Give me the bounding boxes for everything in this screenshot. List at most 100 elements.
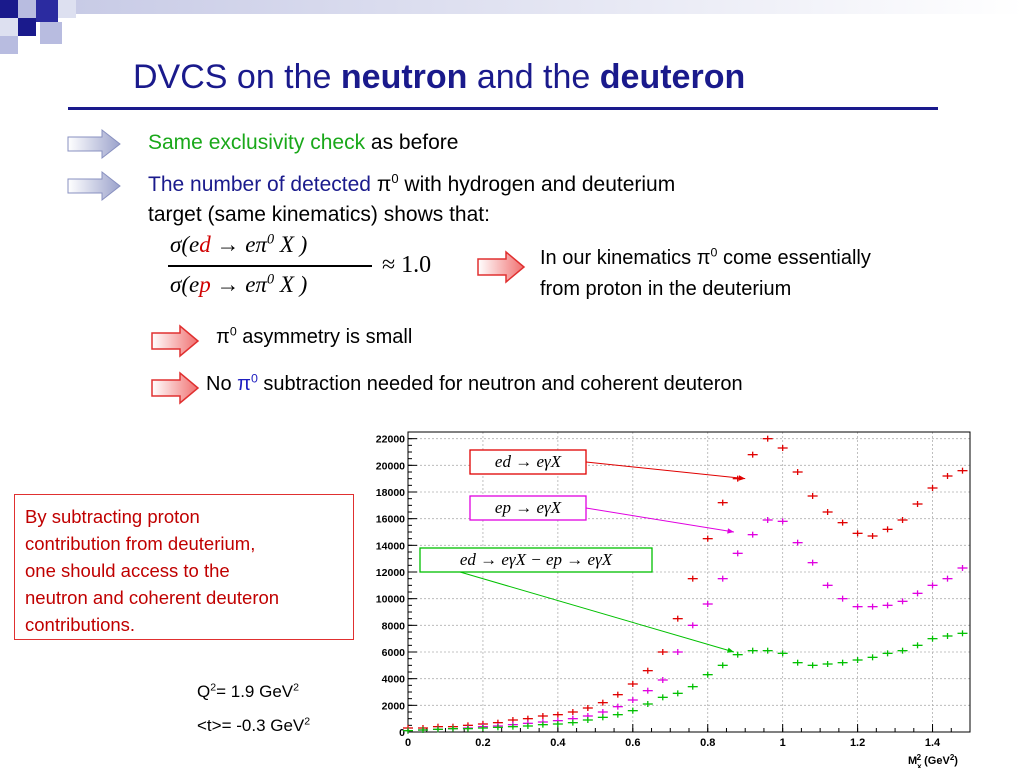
plot-annotations: ed → eγX ep → eγX ed → eγX − ep → eγX — [419, 449, 746, 653]
deco-square-1 — [0, 0, 18, 18]
x-tick-label: 1.2 — [850, 737, 865, 749]
y-tick-label: 12000 — [376, 567, 405, 579]
y-tick-label: 16000 — [376, 514, 405, 526]
data-point — [537, 713, 548, 719]
data-point — [717, 575, 728, 582]
data-point — [822, 582, 833, 589]
deco-bar — [76, 0, 1024, 14]
x-tick-label: 0 — [405, 737, 411, 749]
annotation-box — [419, 547, 653, 573]
data-point — [897, 598, 908, 605]
y-tick-label: 4000 — [382, 674, 406, 686]
data-point — [717, 662, 728, 669]
data-point — [672, 649, 683, 655]
mx2-plot: 0 0.2 0.4 0.6 0.8 1 1.2 1.4 0 2000 4000 6000 8000 100… — [358, 428, 988, 768]
annotation-pointer — [585, 507, 735, 533]
slide-title: DVCS on the neutron and the deuteron — [133, 58, 746, 96]
data-point — [927, 582, 938, 589]
formula-numerator: σ(ed → eπ0 X ) — [170, 231, 308, 257]
q2-value: Q2= 1.9 GeV2 — [197, 681, 299, 701]
data-point — [792, 659, 803, 666]
x-tick-label: 0.4 — [550, 737, 566, 749]
annotation-label: ed → eγX − ep → eγX — [460, 550, 613, 569]
y-tick-label: 2000 — [382, 700, 406, 712]
data-point — [567, 719, 578, 726]
data-point — [627, 707, 638, 714]
y-tick-label: 0 — [399, 727, 405, 739]
data-point — [942, 473, 953, 479]
title-underline — [68, 107, 938, 110]
y-tick-label: 8000 — [382, 620, 406, 632]
data-point — [897, 647, 908, 654]
data-point — [687, 683, 698, 690]
data-point — [957, 630, 968, 637]
data-point — [627, 681, 638, 687]
bullet-detected-pi0-line2: target (same kinematics) shows that: — [148, 203, 490, 226]
data-point — [687, 575, 698, 582]
data-point — [762, 647, 773, 654]
y-tick-label: 14000 — [376, 540, 405, 552]
y-tick-label: 20000 — [376, 460, 405, 472]
data-point — [807, 662, 818, 669]
y-tick-label: 6000 — [382, 647, 406, 659]
callout-line: By subtracting proton — [25, 506, 200, 527]
data-point — [792, 539, 803, 546]
data-point — [912, 590, 923, 597]
series-2 — [403, 630, 968, 734]
deco-square-2 — [18, 0, 36, 18]
y-tick-label: 18000 — [376, 487, 405, 499]
arrow-bullet-icon — [67, 128, 121, 160]
data-point — [537, 721, 548, 728]
data-point — [657, 649, 668, 655]
data-point — [852, 603, 863, 610]
annotation-label: ed → eγX — [495, 452, 562, 471]
data-point — [403, 727, 413, 734]
data-point — [597, 714, 608, 721]
data-point — [642, 701, 653, 707]
data-point — [447, 725, 458, 732]
mx2-plot-svg: 0 0.2 0.4 0.6 0.8 1 1.2 1.4 0 2000 4000 6000 8000 100… — [376, 431, 971, 768]
data-point — [477, 725, 488, 731]
data-point — [627, 697, 638, 703]
data-point — [807, 493, 818, 499]
data-point — [522, 723, 533, 729]
result-text-line1: In our kinematics π0 come essentially — [540, 245, 871, 269]
x-axis-label: Mx2 (GeV2) — [908, 753, 958, 768]
result-text-line2: from proton in the deuterium — [540, 278, 792, 300]
formula-approx: ≈ 1.0 — [382, 252, 432, 278]
data-point — [732, 651, 743, 658]
callout-line: neutron and coherent deuteron — [25, 587, 280, 608]
data-point — [957, 467, 968, 474]
data-point — [462, 725, 473, 732]
data-point — [882, 526, 893, 533]
data-point — [777, 650, 788, 657]
red-arrow-icon — [151, 324, 200, 358]
annotation-arrowhead — [727, 647, 734, 653]
data-point — [612, 703, 623, 710]
data-point — [582, 717, 593, 723]
data-point — [762, 517, 773, 523]
plot-ticks: 0 0.2 0.4 0.6 0.8 1 1.2 1.4 0 2000 4000 6000 8000 100… — [376, 431, 971, 749]
callout-line: one should access to the — [25, 560, 230, 581]
annotation-arrowhead — [727, 528, 734, 534]
annotation-pointer — [459, 571, 735, 653]
data-point — [642, 667, 653, 674]
ratio-formula: σ(ed → eπ0 X ) σ(ep → eπ0 X ) ≈ 1.0 — [160, 232, 460, 302]
data-point — [867, 533, 878, 539]
data-point — [612, 711, 623, 718]
data-point — [657, 694, 668, 701]
data-point — [672, 615, 683, 622]
data-point — [507, 723, 518, 730]
data-point — [837, 519, 848, 526]
y-tick-label: 10000 — [376, 594, 405, 606]
data-point — [942, 575, 953, 582]
subtraction-callout: By subtracting proton contribution from … — [14, 494, 354, 640]
series-0 — [403, 435, 968, 731]
x-tick-label: 1 — [780, 737, 786, 749]
data-point — [582, 705, 593, 711]
plot-series — [403, 435, 968, 734]
callout-line: contribution from deuterium, — [25, 533, 256, 554]
red-arrow-icon — [151, 371, 200, 405]
deco-square-3 — [36, 0, 58, 22]
data-point — [597, 699, 608, 706]
